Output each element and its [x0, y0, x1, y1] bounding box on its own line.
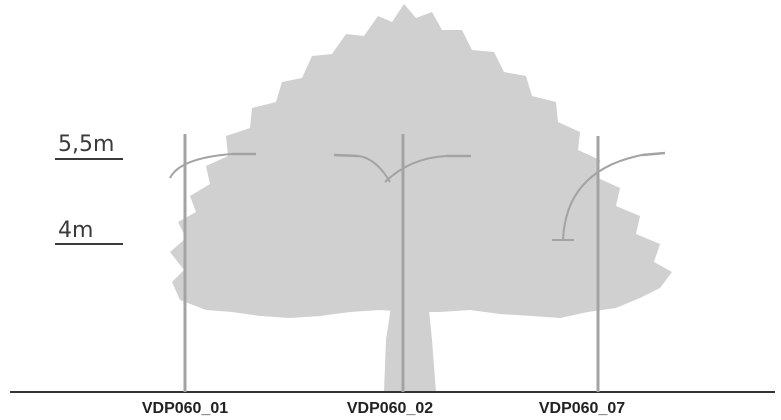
pole-label-vdp060-07: VDP060_07 — [538, 400, 626, 417]
pole-vdp060-02-arm-right — [384, 155, 447, 183]
pole-vdp060-02 — [333, 134, 471, 392]
pole-vdp060-01-arm — [169, 153, 233, 179]
pole-label-vdp060-01: VDP060_01 — [141, 400, 229, 417]
pole-vdp060-02-luminaire-left — [333, 153, 359, 158]
height-label-lower: 4m — [58, 218, 94, 243]
pole-vdp060-07-luminaire — [641, 151, 666, 157]
height-rule-lower — [55, 243, 123, 245]
height-label-upper: 5,5m — [58, 132, 115, 157]
pole-vdp060-02-arm-left — [357, 155, 391, 183]
pole-vdp060-01 — [169, 134, 256, 392]
pole-label-vdp060-02: VDP060_02 — [346, 400, 434, 417]
height-rule-upper — [55, 158, 123, 160]
light-poles — [169, 134, 666, 392]
tree-trunk — [384, 300, 436, 392]
pole-vdp060-07 — [552, 136, 666, 392]
pole-vdp060-07-arm — [562, 154, 643, 241]
